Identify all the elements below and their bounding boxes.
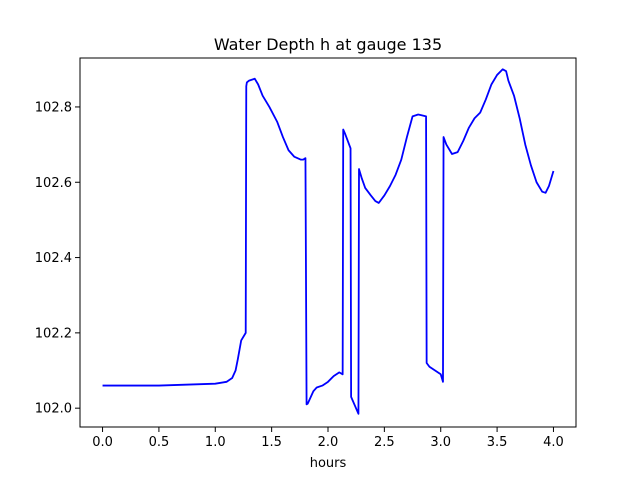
y-axis-ticks: 102.0 102.2 102.4 102.6 102.8	[35, 100, 80, 417]
x-tick-label: 3.5	[487, 435, 508, 450]
y-tick-label: 102.8	[35, 100, 72, 115]
series-line-water-depth	[102, 68, 555, 415]
x-axis-ticks: 0.0 0.5 1.0 1.5 2.0 2.5 3.0 3.5 4.0	[92, 427, 564, 450]
y-tick-label: 102.4	[35, 251, 72, 266]
y-tick-label: 102.2	[35, 326, 72, 341]
y-tick-label: 102.6	[35, 176, 72, 191]
x-tick-label: 1.0	[205, 435, 226, 450]
x-tick-label: 0.5	[149, 435, 170, 450]
y-tick-label: 102.0	[35, 402, 72, 417]
x-tick-label: 0.0	[92, 435, 113, 450]
x-tick-label: 3.0	[430, 435, 451, 450]
x-tick-label: 4.0	[543, 435, 564, 450]
x-tick-label: 2.0	[318, 435, 339, 450]
chart-title: Water Depth h at gauge 135	[214, 35, 442, 54]
x-axis-label: hours	[310, 456, 347, 471]
x-tick-label: 2.5	[374, 435, 395, 450]
x-tick-label: 1.5	[261, 435, 282, 450]
